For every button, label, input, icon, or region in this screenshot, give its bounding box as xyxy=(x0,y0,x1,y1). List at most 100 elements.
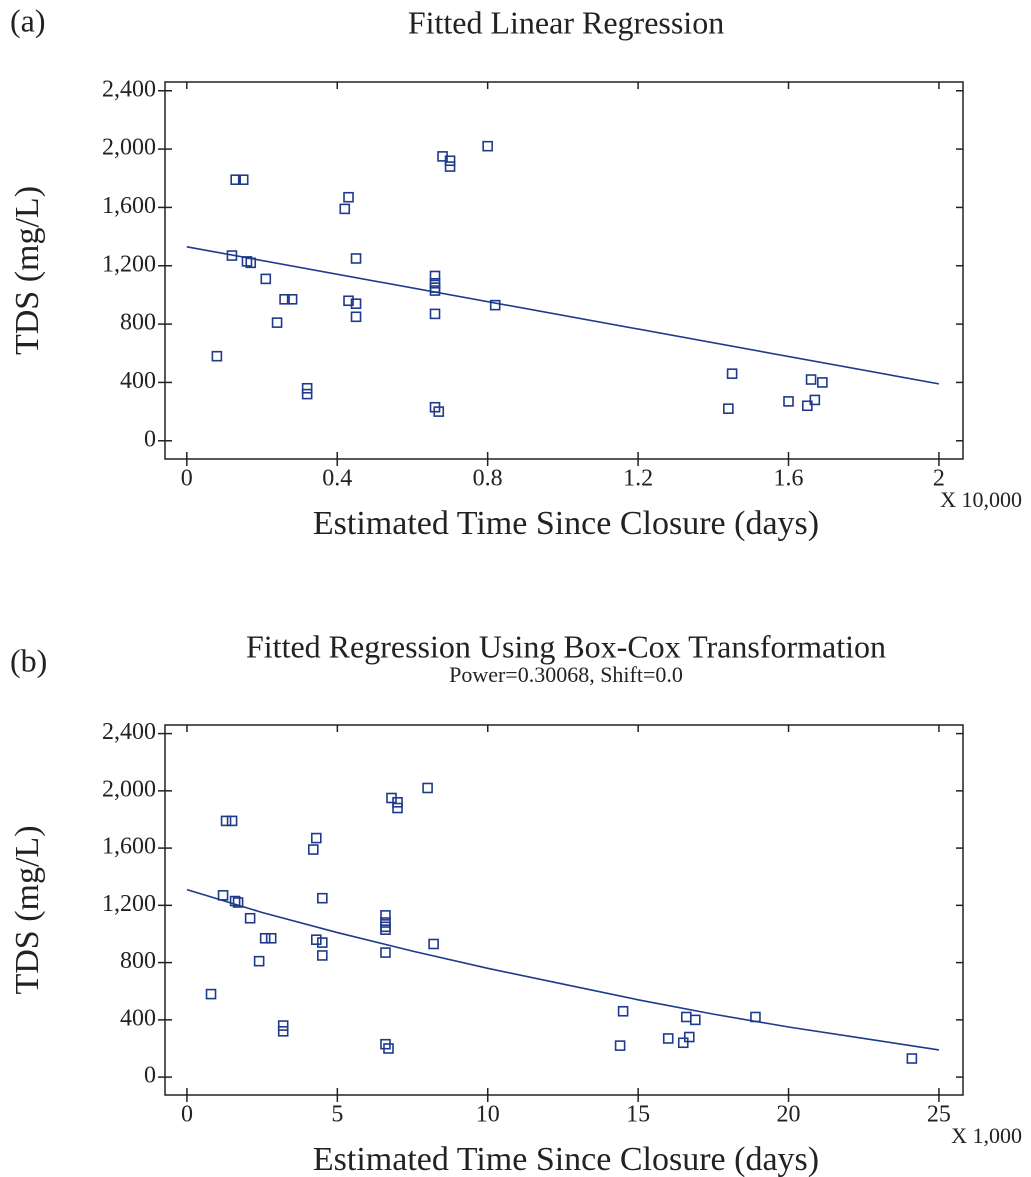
chart-title: Fitted Linear Regression xyxy=(408,4,724,40)
data-point xyxy=(265,932,277,944)
y-tick-label: 1,600 xyxy=(102,193,156,219)
x-tick-label: 0 xyxy=(181,466,193,492)
data-point xyxy=(433,406,445,417)
panel-label: (a) xyxy=(10,2,46,38)
data-point xyxy=(489,299,501,311)
data-point xyxy=(689,1014,701,1026)
data-point xyxy=(683,1031,695,1043)
panel-label: (b) xyxy=(10,642,47,678)
data-point xyxy=(217,890,229,901)
x-tick-label: 10 xyxy=(476,1102,500,1128)
data-point xyxy=(205,988,217,1000)
y-tick-label: 800 xyxy=(120,310,156,336)
data-point xyxy=(237,174,249,186)
data-point xyxy=(444,155,456,167)
y-tick-label: 2,000 xyxy=(102,135,156,161)
data-point xyxy=(244,912,256,924)
data-point xyxy=(260,273,272,285)
data-point xyxy=(392,796,403,808)
data-point xyxy=(805,374,817,385)
data-point xyxy=(429,308,441,320)
data-point xyxy=(680,1011,692,1023)
data-point xyxy=(726,368,738,379)
x-multiplier: X 1,000 xyxy=(951,1123,1022,1148)
data-point xyxy=(350,253,362,264)
y-axis-label: TDS (mg/L) xyxy=(9,825,46,994)
data-point xyxy=(343,295,354,307)
data-point xyxy=(380,910,391,921)
y-tick-label: 400 xyxy=(120,368,156,394)
data-point xyxy=(277,1020,289,1031)
data-point xyxy=(310,934,322,946)
data-point xyxy=(429,270,441,282)
data-point xyxy=(482,140,493,152)
data-point xyxy=(350,298,362,309)
y-tick-label: 400 xyxy=(120,1005,156,1031)
fit-line xyxy=(186,246,940,385)
chart-title: Fitted Regression Using Box-Cox Transfor… xyxy=(246,628,886,664)
data-point xyxy=(723,403,734,414)
data-point xyxy=(286,294,298,305)
data-point xyxy=(229,895,241,907)
data-point xyxy=(317,892,328,904)
x-tick-label: 0 xyxy=(181,1102,193,1128)
y-tick-label: 2,000 xyxy=(102,776,156,802)
y-tick-label: 1,200 xyxy=(102,891,156,917)
x-tick-label: 2 xyxy=(933,466,945,492)
data-point xyxy=(317,937,328,948)
data-point xyxy=(259,932,271,944)
data-point xyxy=(350,311,362,323)
data-point xyxy=(307,844,319,855)
data-point xyxy=(380,924,391,935)
data-point xyxy=(317,950,328,961)
y-tick-label: 1,600 xyxy=(102,834,156,860)
data-point xyxy=(662,1033,674,1044)
fit-line xyxy=(186,888,940,1051)
data-point xyxy=(802,400,813,412)
x-tick-label: 25 xyxy=(927,1102,951,1128)
data-point xyxy=(271,317,283,328)
data-point xyxy=(277,1026,289,1037)
x-tick-label: 1.2 xyxy=(623,466,653,492)
y-tick-label: 800 xyxy=(120,948,156,974)
data-point xyxy=(906,1053,918,1064)
x-tick-label: 0.4 xyxy=(322,466,352,492)
x-tick-label: 20 xyxy=(777,1102,801,1128)
y-tick-label: 2,400 xyxy=(102,719,156,745)
data-point xyxy=(301,388,313,400)
x-multiplier: X 10,000 xyxy=(940,487,1022,512)
data-point xyxy=(343,191,354,203)
data-point xyxy=(310,832,322,844)
data-point xyxy=(392,802,403,814)
data-point xyxy=(279,294,290,305)
data-point xyxy=(428,938,439,950)
data-point xyxy=(614,1040,626,1051)
data-point xyxy=(232,897,244,908)
x-axis-label: Estimated Time Since Closure (days) xyxy=(313,1141,819,1177)
data-point xyxy=(383,1043,394,1054)
x-tick-label: 1.6 xyxy=(774,466,804,492)
data-point xyxy=(230,174,241,186)
plot-frame xyxy=(164,81,964,460)
data-point xyxy=(783,396,794,407)
data-point xyxy=(220,815,232,827)
data-point xyxy=(677,1037,689,1049)
data-point xyxy=(211,350,223,362)
data-point xyxy=(301,382,313,394)
x-tick-label: 5 xyxy=(331,1102,343,1128)
chart-subtitle: Power=0.30068, Shift=0.0 xyxy=(449,662,683,687)
data-point xyxy=(444,161,456,172)
data-point xyxy=(422,782,433,794)
y-tick-label: 1,200 xyxy=(102,251,156,277)
data-point xyxy=(339,203,351,215)
x-axis-label: Estimated Time Since Closure (days) xyxy=(313,505,819,542)
data-point xyxy=(253,955,265,967)
data-point xyxy=(226,815,238,827)
plot-frame xyxy=(164,724,964,1096)
data-point xyxy=(809,394,821,406)
y-tick-label: 2,400 xyxy=(102,76,156,102)
y-axis-label: TDS (mg/L) xyxy=(9,186,46,355)
data-point xyxy=(617,1005,629,1017)
data-point xyxy=(817,377,828,388)
y-tick-label: 0 xyxy=(144,1063,156,1089)
